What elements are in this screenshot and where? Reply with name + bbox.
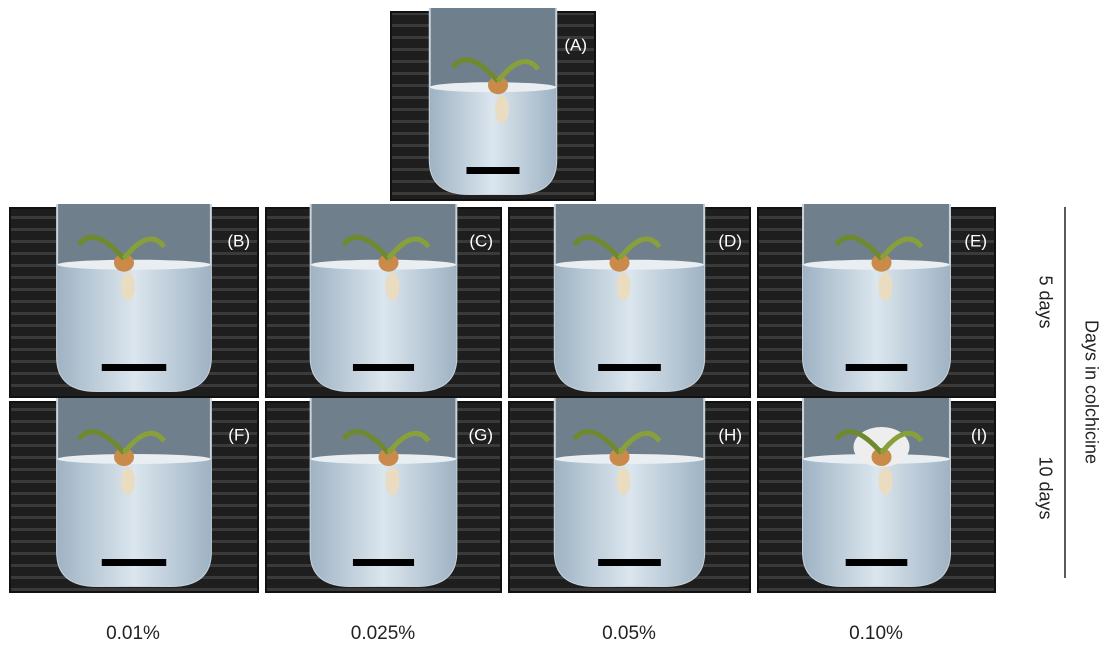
photo-panel: (E) xyxy=(758,204,995,397)
panel-label: (C) xyxy=(469,231,493,250)
photo-panel: (G) xyxy=(266,398,501,592)
photo-panel: (D) xyxy=(509,204,750,397)
root xyxy=(121,467,135,495)
medium-surface xyxy=(57,454,211,464)
photo-panel: (F) xyxy=(10,398,258,592)
medium xyxy=(430,87,556,194)
root xyxy=(386,273,400,301)
root xyxy=(495,95,509,123)
scale-bar xyxy=(846,559,908,566)
scale-bar xyxy=(598,364,661,371)
panel-label: (B) xyxy=(227,231,250,250)
panel-label: (A) xyxy=(564,35,587,54)
medium xyxy=(803,265,950,391)
row-label: 10 days xyxy=(1035,456,1055,519)
photo-panel: (C) xyxy=(266,204,501,397)
medium-surface xyxy=(555,454,704,464)
scale-bar xyxy=(102,559,166,566)
panel-label: (G) xyxy=(468,425,493,444)
row-label: 5 days xyxy=(1035,275,1055,328)
scale-bar xyxy=(102,364,166,371)
column-label: 0.01% xyxy=(106,623,160,644)
scale-bar xyxy=(353,364,414,371)
axis-title: Days in colchicine xyxy=(1081,320,1101,464)
scale-bar xyxy=(466,167,519,174)
panel-label: (E) xyxy=(964,231,987,250)
figure: Days in colchicine 5 days 10 days (A) (B)… xyxy=(0,0,1102,646)
column-label: 0.05% xyxy=(602,623,656,644)
panel-label: (F) xyxy=(228,425,250,444)
root xyxy=(386,467,400,495)
photo-panel: (I) xyxy=(758,398,995,592)
scale-bar xyxy=(598,559,661,566)
medium-surface xyxy=(555,260,704,270)
root xyxy=(121,273,135,301)
root xyxy=(879,467,893,495)
column-label: 0.10% xyxy=(849,623,903,644)
root xyxy=(617,467,631,495)
medium xyxy=(311,265,457,391)
scale-bar xyxy=(846,364,908,371)
panel-label: (D) xyxy=(718,231,742,250)
photo-panel: (H) xyxy=(509,398,750,592)
medium xyxy=(311,459,457,586)
photo-panel: (A) xyxy=(391,8,595,200)
medium-surface xyxy=(57,260,211,270)
panel-label: (I) xyxy=(971,425,987,444)
photo-panel: (B) xyxy=(10,204,258,397)
scale-bar xyxy=(353,559,414,566)
root xyxy=(879,273,893,301)
column-label: 0.025% xyxy=(351,623,416,644)
medium xyxy=(803,459,950,586)
root xyxy=(617,273,631,301)
panel-label: (H) xyxy=(718,425,742,444)
